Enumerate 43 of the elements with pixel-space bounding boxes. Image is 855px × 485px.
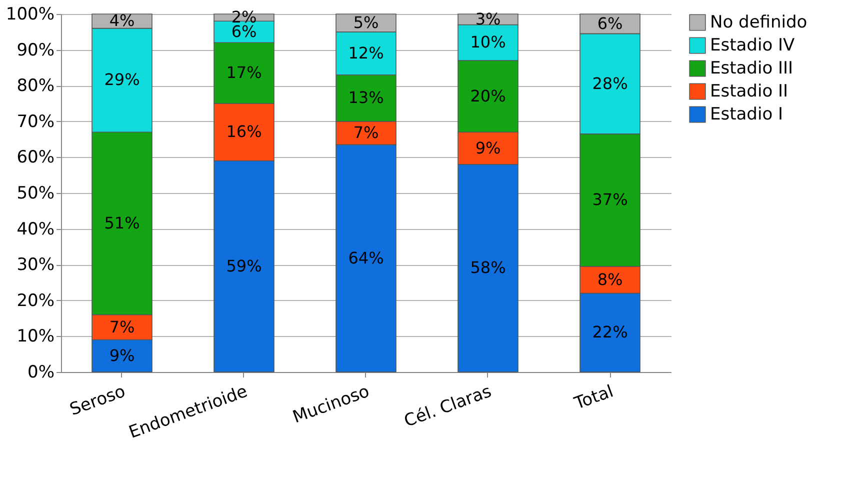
y-tick-label: 10% [16, 326, 54, 347]
data-label: 5% [353, 12, 379, 32]
data-label: 10% [470, 32, 506, 52]
data-label: 16% [226, 122, 262, 142]
y-tick-label: 70% [16, 112, 54, 132]
data-label: 58% [470, 258, 506, 278]
y-tick-label: 30% [16, 255, 54, 276]
data-label: 59% [226, 256, 262, 276]
legend-label: No definido [710, 12, 808, 32]
data-label: 17% [226, 63, 262, 82]
y-tick-label: 20% [16, 290, 54, 311]
data-label: 4% [109, 11, 135, 30]
data-label: 8% [597, 270, 623, 289]
legend-label: Estadio I [710, 104, 784, 124]
data-label: 12% [348, 43, 384, 62]
y-tick-label: 40% [16, 219, 54, 240]
data-label: 13% [348, 88, 384, 108]
data-label: 20% [470, 86, 506, 106]
legend-label: Estadio IV [710, 36, 796, 56]
legend-label: Estadio II [710, 82, 788, 102]
x-tick-label: Seroso [67, 382, 128, 420]
data-label: 6% [597, 14, 623, 33]
y-tick-label: 0% [28, 362, 54, 382]
x-tick-label: Total [571, 382, 616, 414]
data-label: 7% [353, 123, 379, 142]
data-label: 9% [109, 346, 135, 365]
y-tick-label: 90% [16, 40, 54, 60]
data-label: 3% [475, 9, 501, 28]
y-tick-label: 100% [6, 4, 54, 24]
y-tick-label: 80% [16, 76, 54, 96]
data-label: 37% [592, 190, 628, 210]
y-tick-label: 50% [16, 184, 54, 204]
y-tick-label: 60% [16, 148, 54, 168]
data-label: 29% [104, 70, 140, 90]
legend-label: Estadio III [710, 58, 794, 78]
data-label: 22% [592, 322, 628, 342]
data-label: 9% [475, 138, 501, 158]
data-label: 51% [104, 213, 140, 232]
data-label: 64% [348, 248, 384, 268]
data-label: 6% [231, 22, 257, 41]
x-tick-label: Cél. Claras [402, 382, 494, 432]
data-label: 28% [592, 74, 628, 93]
data-label: 7% [109, 317, 135, 336]
